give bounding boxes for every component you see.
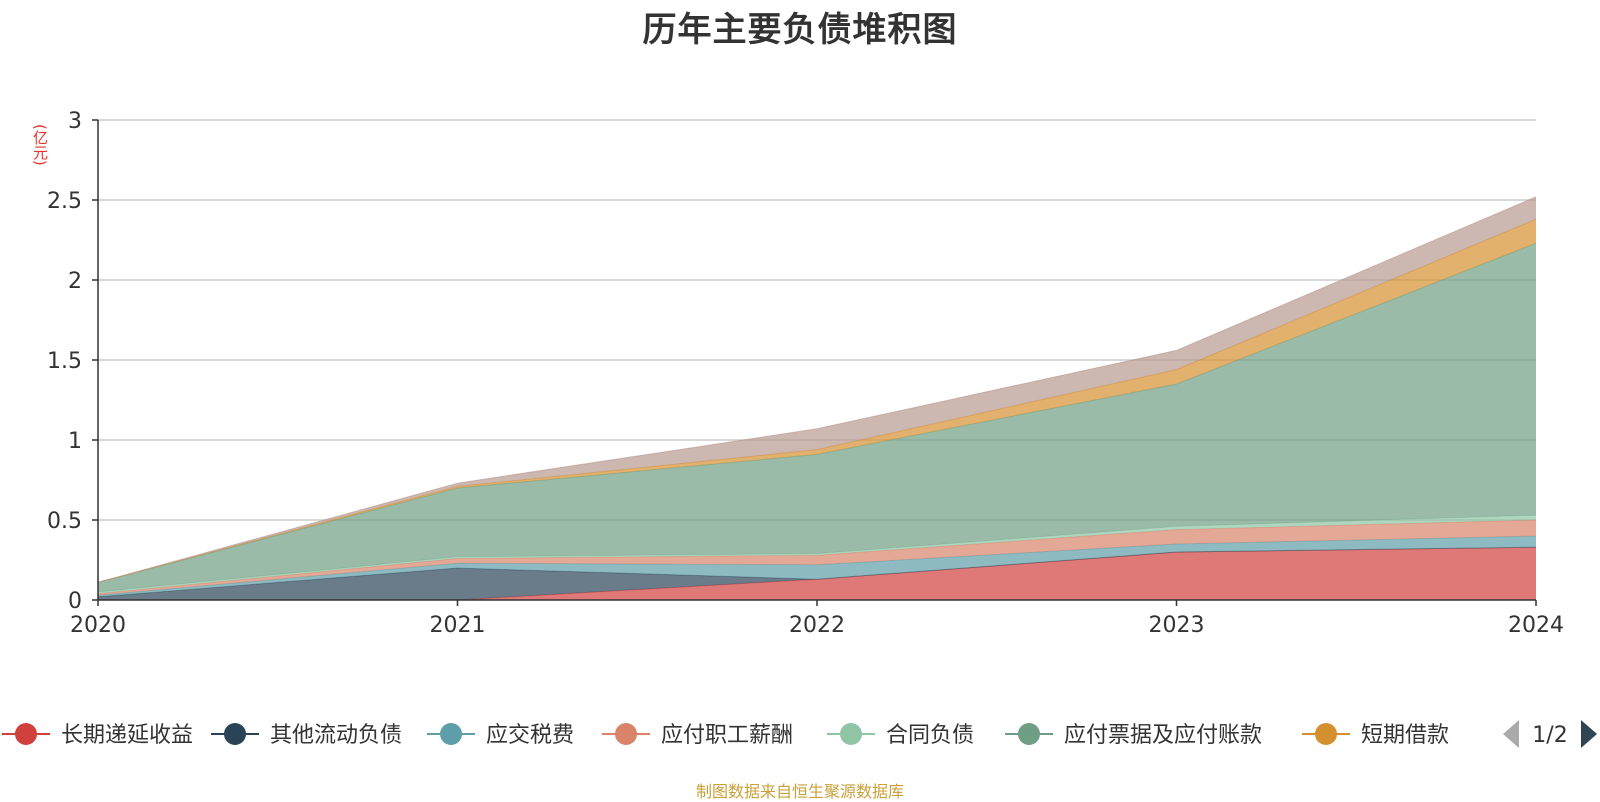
legend-marker-icon <box>615 723 637 745</box>
x-tick-label: 2022 <box>789 613 845 638</box>
y-tick-label: 0 <box>68 589 82 614</box>
legend-label: 其他流动负债 <box>270 723 402 748</box>
legend-marker-icon <box>1315 723 1337 745</box>
legend-item[interactable]: 应付职工薪酬 <box>602 723 793 748</box>
legend-item[interactable]: 其他流动负债 <box>211 723 402 748</box>
x-tick-label: 2023 <box>1149 613 1205 638</box>
y-tick-label: 1.5 <box>47 349 82 374</box>
legend-label: 应付职工薪酬 <box>661 723 793 748</box>
area-series-4 <box>98 515 1536 594</box>
legend-item[interactable]: 长期递延收益 <box>2 723 193 748</box>
y-tick-label: 2.5 <box>47 189 82 214</box>
area-series-1 <box>98 547 1536 600</box>
legend-marker-icon <box>1018 723 1040 745</box>
area-series-0 <box>98 547 1536 600</box>
x-tick-label: 2020 <box>70 613 126 638</box>
x-tick-label: 2021 <box>430 613 486 638</box>
legend-next-page-icon[interactable] <box>1581 720 1597 748</box>
legend-marker-icon <box>440 723 462 745</box>
legend-item[interactable]: 应交税费 <box>427 723 574 748</box>
x-tick-label: 2024 <box>1508 613 1564 638</box>
stacked-areas <box>97 196 1537 601</box>
y-tick-label: 3 <box>68 109 82 134</box>
legend-label: 应交税费 <box>486 723 574 748</box>
legend-item[interactable]: 短期借款 <box>1302 723 1449 748</box>
legend-label: 短期借款 <box>1361 723 1449 748</box>
area-series-2 <box>98 536 1536 597</box>
legend-marker-icon <box>224 723 246 745</box>
legend-label: 应付票据及应付账款 <box>1064 723 1262 748</box>
y-axis-unit: (亿元) <box>31 124 49 166</box>
area-series-5 <box>98 243 1536 592</box>
series-line-7 <box>97 196 1537 583</box>
legend-marker-icon <box>840 723 862 745</box>
source-note: 制图数据来自恒生聚源数据库 <box>695 782 904 801</box>
legend-page-indicator: 1/2 <box>1532 723 1567 748</box>
legend-marker-icon <box>15 723 37 745</box>
legend-label: 长期递延收益 <box>61 723 193 748</box>
legend-item[interactable]: 合同负债 <box>827 723 974 748</box>
chart-title: 历年主要负债堆积图 <box>642 10 958 50</box>
legend-prev-page-icon[interactable] <box>1503 720 1519 748</box>
legend-label: 合同负债 <box>886 723 974 748</box>
y-tick-label: 1 <box>68 429 82 454</box>
axes: 0 0.5 1 1.5 2 2.5 3 2020 2021 2022 2023 2024 <box>47 109 1564 638</box>
legend-item[interactable]: 应付票据及应付账款 <box>1005 723 1262 748</box>
area-series-7 <box>98 196 1536 583</box>
area-series-3 <box>98 520 1536 596</box>
y-tick-label: 0.5 <box>47 509 82 534</box>
y-tick-label: 2 <box>68 269 82 294</box>
legend: 长期递延收益 其他流动负债 应交税费 应付职工薪酬 合同负债 应付票据及应付账款 短期借款 1… <box>2 720 1597 748</box>
